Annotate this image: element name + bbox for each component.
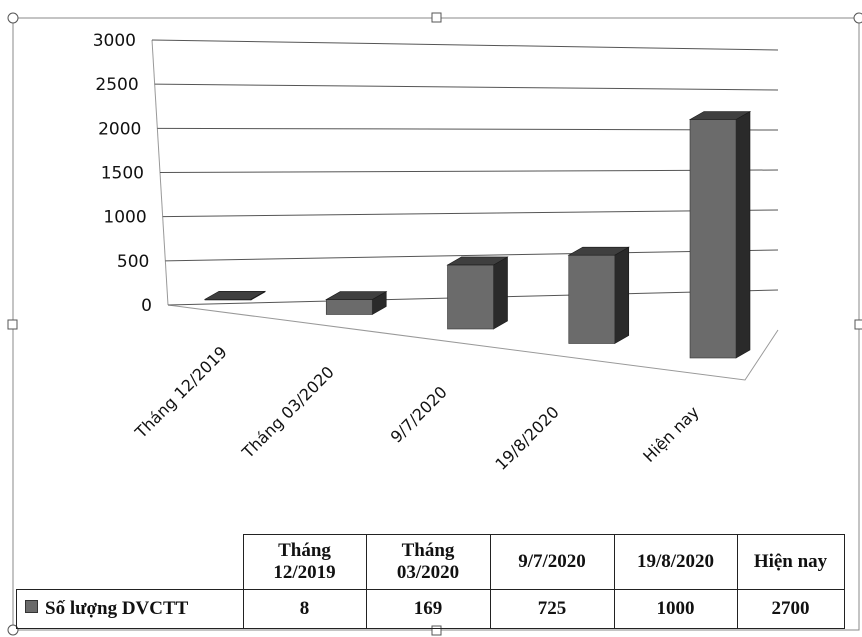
- bar-side: [735, 110, 751, 359]
- bar: [568, 254, 616, 344]
- table-value-cell: 2700: [736, 589, 845, 629]
- legend-key-icon: [25, 600, 38, 613]
- table-value-cell: 169: [365, 589, 491, 629]
- plot-area: 0 500 1000 1500 2000 2500 3000 Tháng 12/2019 Thá…: [93, 31, 779, 474]
- resize-handle-top-left[interactable]: [7, 12, 19, 24]
- y-tick-label: 2000: [98, 119, 141, 139]
- table-value-cell: 725: [489, 589, 615, 629]
- gridline: [154, 83, 779, 91]
- resize-handle-bottom-left[interactable]: [7, 624, 19, 636]
- table-value-cell: 1000: [613, 589, 738, 629]
- y-tick-label: 2500: [95, 75, 138, 95]
- series-label-cell: Số lượng DVCTT: [16, 589, 244, 629]
- gridline: [157, 127, 779, 131]
- table-header-cell: Tháng 12/2019: [242, 534, 367, 590]
- y-tick-label: 3000: [93, 31, 136, 51]
- x-tick-label: 19/8/2020: [491, 402, 562, 473]
- table-header-cell: 19/8/2020: [613, 534, 738, 590]
- gridline: [151, 39, 779, 51]
- gridline: [159, 169, 779, 173]
- table-header-cell: 9/7/2020: [489, 534, 615, 590]
- bar-side: [614, 246, 630, 345]
- bar-top: [567, 246, 630, 256]
- table-header-row: Tháng 12/2019 Tháng 03/2020 9/7/2020 19/8/…: [16, 534, 845, 590]
- bar: [325, 299, 373, 315]
- x-tick-label: Hiện nay: [639, 402, 703, 466]
- y-tick-label: 500: [117, 252, 149, 272]
- gridline: [165, 249, 779, 262]
- x-tick-label: Tháng 03/2020: [238, 362, 338, 462]
- bar-side: [493, 256, 508, 330]
- bar: [447, 264, 494, 330]
- resize-handle-left[interactable]: [7, 319, 18, 330]
- bar-top: [325, 291, 388, 300]
- table-corner-cell: [16, 534, 244, 590]
- bar-top: [446, 256, 509, 266]
- x-tick-label: Tháng 12/2019: [131, 342, 231, 442]
- y-tick-label: 0: [141, 296, 152, 316]
- y-tick-label: 1500: [101, 164, 144, 184]
- bar-top: [688, 111, 752, 120]
- resize-handle-top-right[interactable]: [853, 12, 862, 24]
- table-value-cell: 8: [242, 589, 367, 629]
- resize-handle-top[interactable]: [431, 12, 442, 23]
- x-tick-label: 9/7/2020: [387, 382, 451, 446]
- bar: [689, 119, 737, 359]
- y-tick-label: 1000: [103, 208, 146, 228]
- gridline: [162, 209, 779, 218]
- resize-handle-right[interactable]: [854, 319, 862, 330]
- table-row: Số lượng DVCTT 8 169 725 1000 2700: [16, 589, 845, 629]
- data-table: Tháng 12/2019 Tháng 03/2020 9/7/2020 19/8/…: [16, 534, 845, 629]
- floor-edge: [167, 304, 779, 381]
- table-header-cell: Hiện nay: [736, 534, 845, 590]
- bar-top: [203, 290, 267, 300]
- table-header-cell: Tháng 03/2020: [365, 534, 491, 590]
